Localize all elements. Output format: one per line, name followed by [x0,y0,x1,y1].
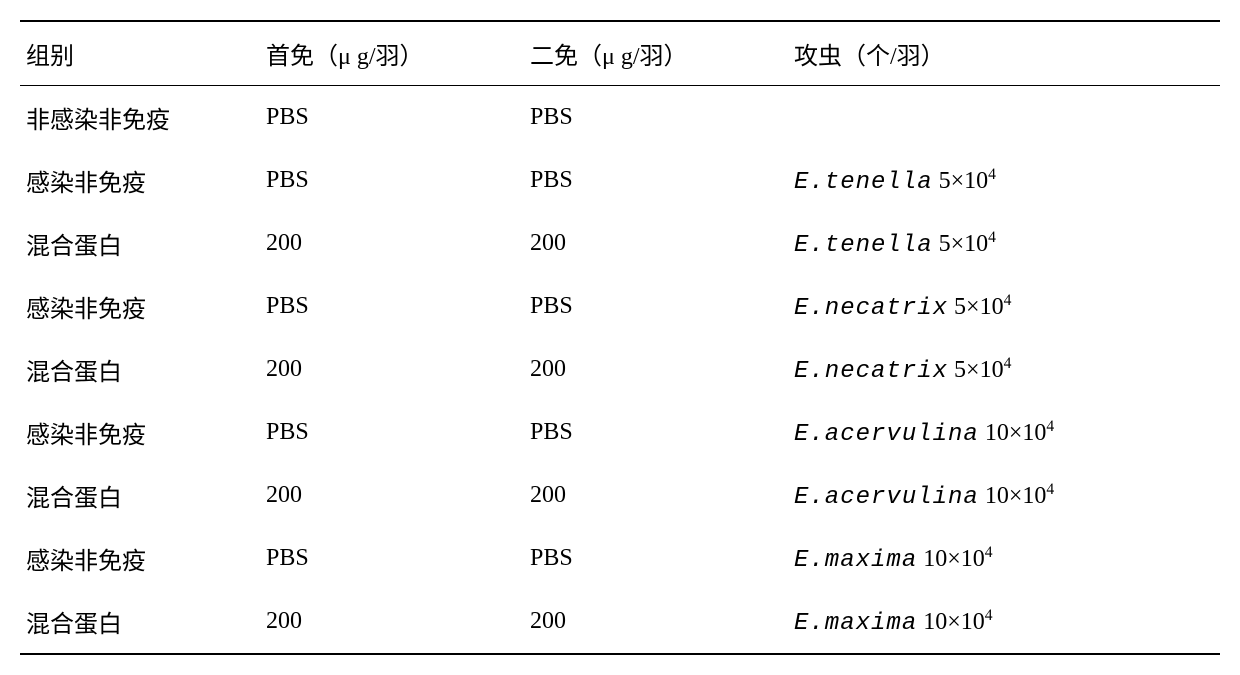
cell-first-dose: PBS [260,401,524,464]
dose-exponent: 4 [988,166,996,183]
dose-base: 10×10 [917,546,985,572]
cell-challenge: E.acervulina 10×104 [788,401,1220,464]
table-row: 非感染非免疫PBSPBS [20,86,1220,150]
dose-exponent: 4 [985,607,993,624]
col-header-group: 组别 [20,21,260,86]
experiment-table: 组别 首免（μ g/羽） 二免（μ g/羽） 攻虫（个/羽） 非感染非免疫PBS… [20,20,1220,655]
cell-challenge: E.necatrix 5×104 [788,275,1220,338]
cell-challenge: E.tenella 5×104 [788,212,1220,275]
cell-second-dose: PBS [524,275,788,338]
dose-base: 5×10 [933,168,989,194]
table-header-row: 组别 首免（μ g/羽） 二免（μ g/羽） 攻虫（个/羽） [20,21,1220,86]
species-name: E.necatrix [794,295,948,322]
table-row: 感染非免疫PBSPBSE.necatrix 5×104 [20,275,1220,338]
cell-second-dose: PBS [524,149,788,212]
challenge-dose: 10×104 [917,546,992,572]
cell-second-dose: PBS [524,527,788,590]
cell-group: 感染非免疫 [20,275,260,338]
cell-second-dose: PBS [524,86,788,150]
challenge-dose: 5×104 [933,231,996,257]
cell-group: 混合蛋白 [20,338,260,401]
cell-first-dose: 200 [260,338,524,401]
challenge-dose: 10×104 [917,609,992,635]
dose-exponent: 4 [985,544,993,561]
species-name: E.tenella [794,169,933,196]
table-row: 感染非免疫PBSPBSE.maxima 10×104 [20,527,1220,590]
challenge-dose: 5×104 [948,294,1011,320]
challenge-dose: 5×104 [933,168,996,194]
cell-group: 混合蛋白 [20,212,260,275]
challenge-dose: 10×104 [979,420,1054,446]
cell-first-dose: PBS [260,275,524,338]
cell-challenge: E.necatrix 5×104 [788,338,1220,401]
table-row: 混合蛋白200200E.acervulina 10×104 [20,464,1220,527]
dose-base: 10×10 [979,483,1047,509]
cell-group: 混合蛋白 [20,464,260,527]
cell-first-dose: 200 [260,590,524,654]
col-header-challenge: 攻虫（个/羽） [788,21,1220,86]
challenge-dose: 10×104 [979,483,1054,509]
challenge-dose: 5×104 [948,357,1011,383]
cell-group: 混合蛋白 [20,590,260,654]
cell-challenge: E.maxima 10×104 [788,527,1220,590]
dose-exponent: 4 [1004,355,1012,372]
cell-challenge [788,86,1220,150]
cell-challenge: E.tenella 5×104 [788,149,1220,212]
species-name: E.acervulina [794,421,979,448]
species-name: E.maxima [794,610,917,637]
species-name: E.acervulina [794,484,979,511]
table-body: 非感染非免疫PBSPBS感染非免疫PBSPBSE.tenella 5×104混合… [20,86,1220,655]
table-row: 混合蛋白200200E.necatrix 5×104 [20,338,1220,401]
cell-group: 非感染非免疫 [20,86,260,150]
dose-base: 5×10 [933,231,989,257]
table-row: 混合蛋白200200E.tenella 5×104 [20,212,1220,275]
cell-second-dose: PBS [524,401,788,464]
cell-second-dose: 200 [524,464,788,527]
col-header-first: 首免（μ g/羽） [260,21,524,86]
dose-base: 5×10 [948,294,1004,320]
dose-exponent: 4 [988,229,996,246]
table-row: 感染非免疫PBSPBSE.acervulina 10×104 [20,401,1220,464]
cell-first-dose: PBS [260,527,524,590]
cell-first-dose: PBS [260,149,524,212]
cell-first-dose: 200 [260,212,524,275]
cell-challenge: E.acervulina 10×104 [788,464,1220,527]
species-name: E.necatrix [794,358,948,385]
cell-first-dose: PBS [260,86,524,150]
dose-exponent: 4 [1046,481,1054,498]
col-header-second: 二免（μ g/羽） [524,21,788,86]
cell-challenge: E.maxima 10×104 [788,590,1220,654]
cell-second-dose: 200 [524,590,788,654]
dose-exponent: 4 [1046,418,1054,435]
cell-first-dose: 200 [260,464,524,527]
cell-group: 感染非免疫 [20,149,260,212]
table-row: 混合蛋白200200E.maxima 10×104 [20,590,1220,654]
cell-group: 感染非免疫 [20,401,260,464]
dose-exponent: 4 [1004,292,1012,309]
species-name: E.tenella [794,232,933,259]
cell-second-dose: 200 [524,212,788,275]
cell-group: 感染非免疫 [20,527,260,590]
table-row: 感染非免疫PBSPBSE.tenella 5×104 [20,149,1220,212]
species-name: E.maxima [794,547,917,574]
dose-base: 10×10 [917,609,985,635]
dose-base: 10×10 [979,420,1047,446]
dose-base: 5×10 [948,357,1004,383]
cell-second-dose: 200 [524,338,788,401]
